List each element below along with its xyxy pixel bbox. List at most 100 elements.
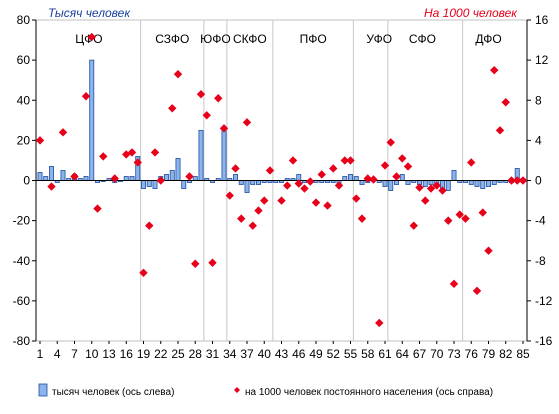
point [340,156,349,165]
left-tick-label: -40 [13,254,31,268]
x-tick-label: 64 [396,347,410,361]
point [386,138,395,147]
point [432,181,441,190]
bar [238,180,244,185]
bar [359,180,365,185]
bar [451,170,457,181]
point [449,279,459,289]
right-tick-label: 8 [535,93,542,107]
point [294,179,303,188]
x-tick-label: 79 [482,347,496,361]
bar [244,180,250,193]
point [478,208,487,217]
point [99,152,108,161]
right-tick-label: -16 [535,334,553,348]
point [334,181,344,190]
point [357,214,367,223]
left-tick-label: 20 [17,133,31,147]
legend-label: на 1000 человек постоянного населения (о… [245,387,493,398]
point [225,191,234,200]
point [202,111,211,120]
right-tick-label: 12 [535,53,549,67]
point [127,148,137,157]
point [484,246,493,255]
point [398,154,407,163]
bar [192,176,198,181]
bar [353,176,359,181]
district-label: УФО [366,32,392,46]
left-tick-label: 60 [17,53,31,67]
x-tick-label: 25 [171,347,185,361]
point [392,172,401,181]
bar [152,180,158,189]
x-tick-label: 43 [275,347,289,361]
point [467,158,476,167]
point [139,268,148,277]
district-label: СЗФО [155,32,189,46]
district-label: ДФО [475,32,501,46]
right-axis-title: На 1000 человек [424,6,518,20]
point [168,104,177,113]
bar [468,180,474,185]
x-tick-label: 19 [137,347,151,361]
bar [491,180,497,185]
x-tick-label: 67 [413,347,427,361]
bar [233,174,238,181]
point [421,196,430,205]
bar [445,180,451,191]
point [110,174,119,183]
point [346,156,355,165]
bar [474,180,480,187]
district-label: ПФО [300,32,327,46]
x-tick-label: 22 [154,347,168,361]
x-tick-label: 4 [54,347,61,361]
point [237,214,246,223]
district-label: СКФО [233,32,267,46]
bar [83,176,89,181]
point [306,177,315,186]
point [208,258,217,267]
left-tick-label: 0 [23,174,30,188]
x-tick-label: 1 [37,347,44,361]
x-tick-label: 61 [378,347,392,361]
x-tick-label: 16 [120,347,134,361]
point [415,183,424,192]
bar [141,180,146,189]
left-tick-label: -20 [13,214,31,228]
bar [181,180,187,189]
bar [146,180,152,187]
point [58,128,68,137]
point [254,206,263,215]
bar [49,166,54,181]
left-tick-label: 80 [17,13,31,27]
x-tick-label: 76 [465,347,479,361]
x-tick-label: 46 [292,347,306,361]
point [145,221,154,230]
point [248,221,257,230]
legend: тысяч человек (ось слева) на 1000 человек… [38,383,493,398]
bar [169,170,175,181]
x-tick-label: 28 [189,347,203,361]
x-tick-label: 31 [206,347,220,361]
point [375,318,384,328]
plot-area: ЦФО СЗФО ЮФО СКФО ПФО УФО СФО ДФО-80-60-40-2002… [13,13,553,361]
point [380,161,390,170]
point [426,184,436,193]
right-tick-label: 16 [535,13,549,27]
bar [129,176,135,181]
left-tick-label: -80 [13,334,31,348]
district-label: ЦФО [75,32,102,46]
point [173,69,183,79]
bar [348,174,353,181]
point [518,176,528,185]
point [87,32,96,42]
bar [388,180,394,191]
x-tick-label: 55 [344,347,358,361]
point [214,94,223,103]
point [403,162,413,171]
left-tick-label: 40 [17,93,31,107]
x-tick-label: 58 [361,347,375,361]
right-tick-label: -8 [535,254,546,268]
